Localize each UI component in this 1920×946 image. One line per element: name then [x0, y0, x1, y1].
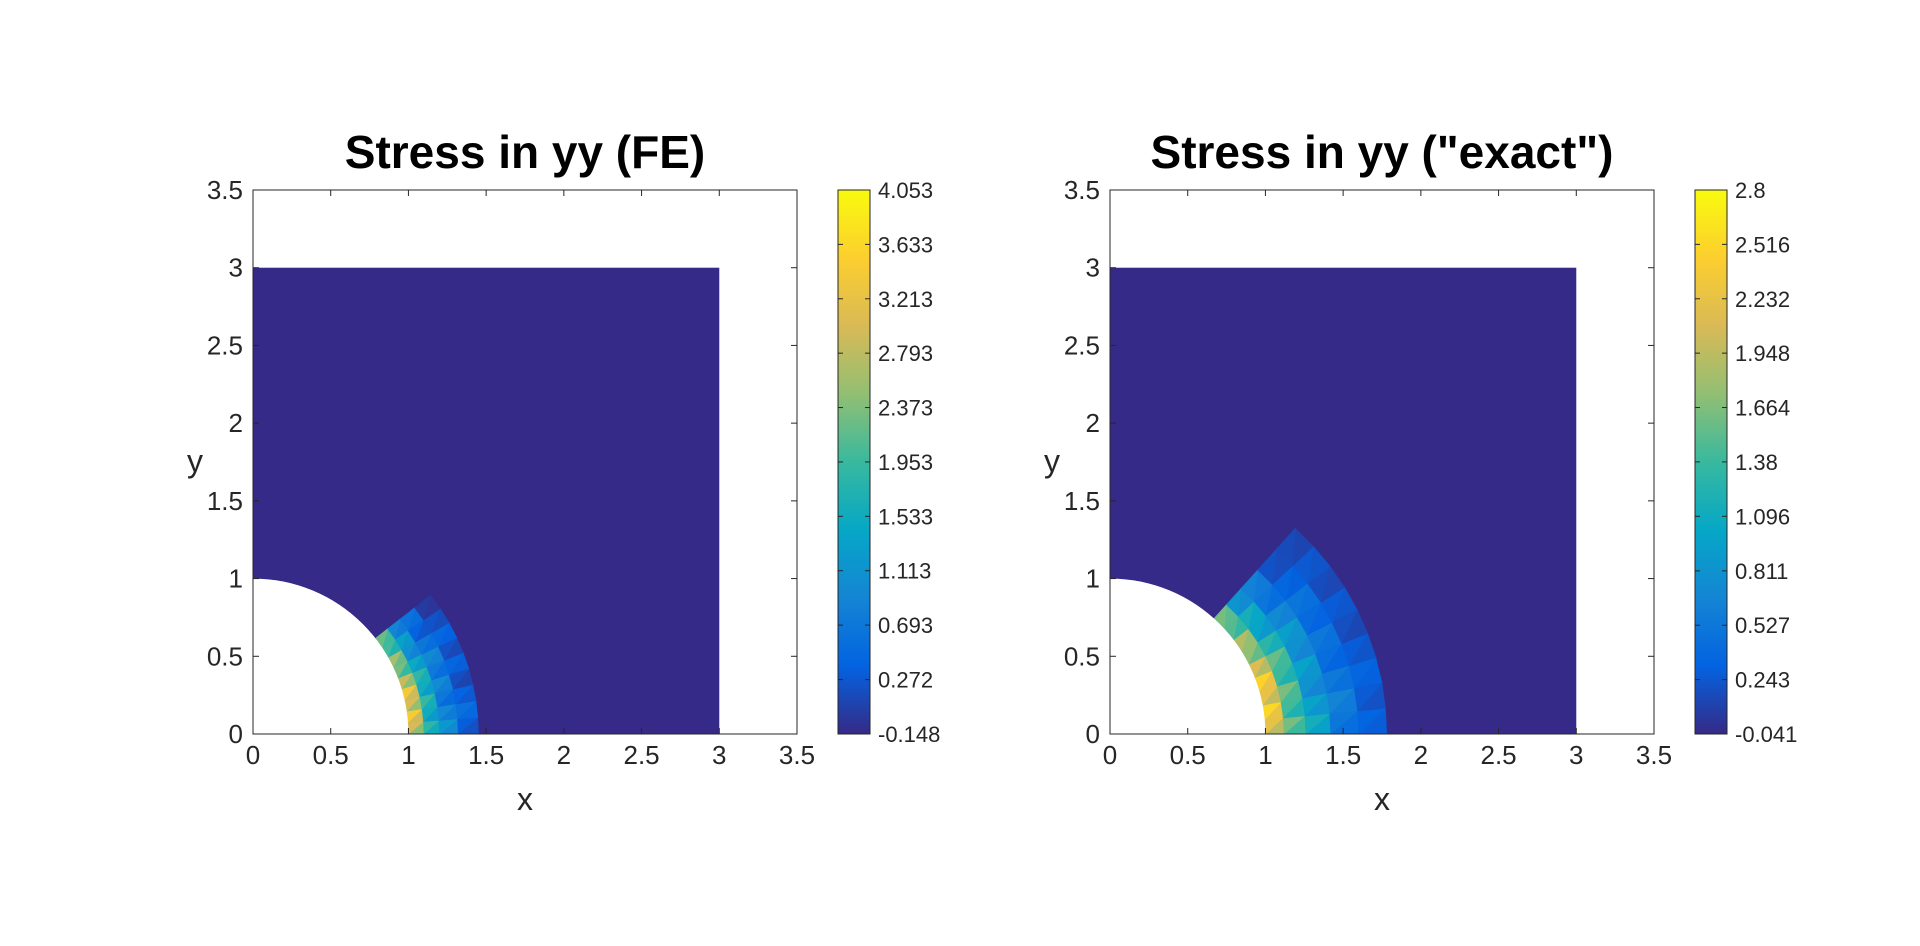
y-tick-label: 2.5	[207, 330, 243, 360]
mesh-element	[1275, 527, 1296, 567]
x-tick-label: 3	[1569, 740, 1583, 770]
colorbar-tick-label: 3.213	[878, 287, 933, 312]
x-tick-label: 0	[1103, 740, 1117, 770]
x-tick-label: 0.5	[313, 740, 349, 770]
y-tick-label: 3.5	[207, 175, 243, 205]
y-tick-label: 1.5	[207, 486, 243, 516]
mesh-element	[1240, 569, 1259, 602]
y-tick-label: 0.5	[1064, 641, 1100, 671]
y-tick-label: 0.5	[207, 641, 243, 671]
colorbar-tick-label: 2.793	[878, 341, 933, 366]
mesh-element	[414, 594, 432, 621]
y-tick-label: 3	[1086, 253, 1100, 283]
colorbar-tick-label: 2.516	[1735, 232, 1790, 257]
x-tick-label: 1	[1258, 740, 1272, 770]
colorbar-tick-label: 2.373	[878, 396, 933, 421]
x-tick-label: 0.5	[1170, 740, 1206, 770]
colorbar-tick-label: 4.053	[878, 178, 933, 203]
y-tick-label: 2	[1086, 408, 1100, 438]
colorbar-gradient	[1694, 189, 1728, 735]
x-axis-label: x	[1374, 781, 1390, 817]
colorbar-tick-label: 2.232	[1735, 287, 1790, 312]
colorbar-tick-label: 1.533	[878, 504, 933, 529]
hole	[253, 578, 409, 734]
colorbar-tick-label: 3.633	[878, 232, 933, 257]
y-tick-label: 0	[1086, 719, 1100, 749]
subplot-1: 0 0.5 1 1.5 2 2.5 3 3.5 0 0.5 1 1.5 2 2.5 3 3.5 x y Stress…	[187, 126, 940, 817]
colorbar-tick-label: 1.113	[878, 559, 931, 584]
colorbar-tick-label: 0.243	[1735, 668, 1790, 693]
colorbar-tick-label: 0.693	[878, 613, 933, 638]
x-tick-label: 2.5	[1480, 740, 1516, 770]
y-axis-label: y	[1044, 443, 1060, 479]
x-tick-label: 1.5	[468, 740, 504, 770]
y-tick-label: 1	[229, 564, 243, 594]
x-tick-label: 3.5	[779, 740, 815, 770]
y-tick-label: 1.5	[1064, 486, 1100, 516]
y-tick-label: 1	[1086, 564, 1100, 594]
mesh-element	[387, 618, 401, 640]
stress-mesh	[375, 594, 479, 734]
x-tick-label: 1	[401, 740, 415, 770]
stress-mesh	[1213, 527, 1388, 734]
y-tick-label: 2	[229, 408, 243, 438]
x-tick-label: 1.5	[1325, 740, 1361, 770]
colorbar-tick-label: 1.096	[1735, 504, 1790, 529]
colorbar-tick-label: 1.38	[1735, 450, 1778, 475]
colorbar: -0.041 0.243 0.527 0.811 1.096 1.38 1.664 1.948…	[1694, 178, 1797, 747]
axes-box	[1109, 189, 1655, 735]
colorbar-tick-label: -0.041	[1735, 722, 1797, 747]
y-tick-label: 3	[229, 253, 243, 283]
mesh-element	[399, 606, 416, 631]
colorbar-tick-label: 0.811	[1735, 559, 1788, 584]
x-axis-label: x	[517, 781, 533, 817]
x-tick-label: 2	[557, 740, 571, 770]
colorbar-gradient	[837, 189, 871, 735]
axes-box	[252, 189, 798, 735]
colorbar-tick-label: 0.527	[1735, 613, 1790, 638]
subplot-2: 0 0.5 1 1.5 2 2.5 3 3.5 0 0.5 1 1.5 2 2.5 3 3.5 x y Stress…	[1044, 126, 1797, 817]
colorbar: -0.148 0.272 0.693 1.113 1.533 1.953 2.373 2.79…	[837, 178, 940, 747]
colorbar-tick-label: 1.953	[878, 450, 933, 475]
x-tick-label: 3.5	[1636, 740, 1672, 770]
y-tick-label: 3.5	[1064, 175, 1100, 205]
x-tick-label: 0	[246, 740, 260, 770]
y-axis-label: y	[187, 443, 203, 479]
chart-title: Stress in yy ("exact")	[1151, 126, 1614, 178]
mesh-element	[1226, 587, 1242, 617]
colorbar-tick-label: 2.8	[1735, 178, 1766, 203]
x-tick-label: 3	[712, 740, 726, 770]
chart-title: Stress in yy (FE)	[345, 126, 705, 178]
colorbar-tick-label: -0.148	[878, 722, 940, 747]
colorbar-tick-label: 1.664	[1735, 396, 1790, 421]
colorbar-tick-label: 1.948	[1735, 341, 1790, 366]
mesh-element	[1257, 548, 1277, 586]
x-tick-label: 2	[1414, 740, 1428, 770]
colorbar-tick-label: 0.272	[878, 668, 933, 693]
hole	[1110, 578, 1266, 734]
x-tick-label: 2.5	[623, 740, 659, 770]
y-tick-label: 0	[229, 719, 243, 749]
y-tick-label: 2.5	[1064, 330, 1100, 360]
